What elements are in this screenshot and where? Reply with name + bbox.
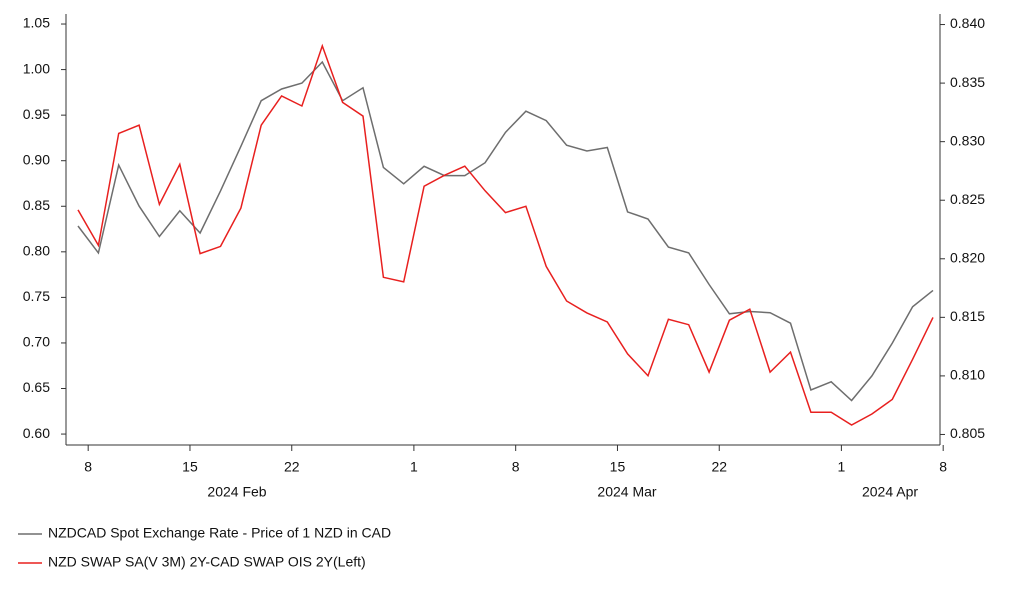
y2-tick-label: 0.830	[950, 132, 985, 148]
x-tick-label: 22	[711, 459, 727, 475]
x-tick-label: 15	[182, 459, 198, 475]
y2-tick-label: 0.840	[950, 15, 985, 31]
y2-tick-label: 0.825	[950, 191, 985, 207]
y2-tick-label: 0.815	[950, 308, 985, 324]
y2-tick-label: 0.820	[950, 249, 985, 265]
x-tick-label: 1	[837, 459, 845, 475]
y-tick-label: 0.75	[23, 288, 50, 304]
y-tick-label: 0.70	[23, 334, 50, 350]
y-tick-label: 0.60	[23, 425, 50, 441]
legend-label: NZDCAD Spot Exchange Rate - Price of 1 N…	[48, 525, 391, 541]
y-tick-label: 0.80	[23, 243, 50, 259]
y-tick-label: 0.90	[23, 151, 50, 167]
y2-tick-label: 0.835	[950, 74, 985, 90]
x-tick-label: 22	[284, 459, 300, 475]
x-tick-label: 8	[84, 459, 92, 475]
series-line	[77, 43, 934, 426]
x-tick-label: 1	[410, 459, 418, 475]
x-tick-label: 8	[939, 459, 947, 475]
x-tick-label: 15	[610, 459, 626, 475]
series-line	[77, 60, 934, 402]
y2-tick-label: 0.805	[950, 425, 985, 441]
x-tick-label: 8	[512, 459, 520, 475]
y2-tick-label: 0.810	[950, 367, 985, 383]
y-tick-label: 1.05	[23, 15, 50, 31]
legend-label: NZD SWAP SA(V 3M) 2Y-CAD SWAP OIS 2Y(Lef…	[48, 554, 366, 570]
y-tick-label: 0.85	[23, 197, 50, 213]
y-tick-label: 0.95	[23, 106, 50, 122]
y-tick-label: 1.00	[23, 60, 50, 76]
y-tick-label: 0.65	[23, 379, 50, 395]
x-group-label: 2024 Feb	[207, 484, 266, 500]
x-group-label: 2024 Mar	[597, 484, 656, 500]
x-group-label: 2024 Apr	[862, 484, 918, 500]
